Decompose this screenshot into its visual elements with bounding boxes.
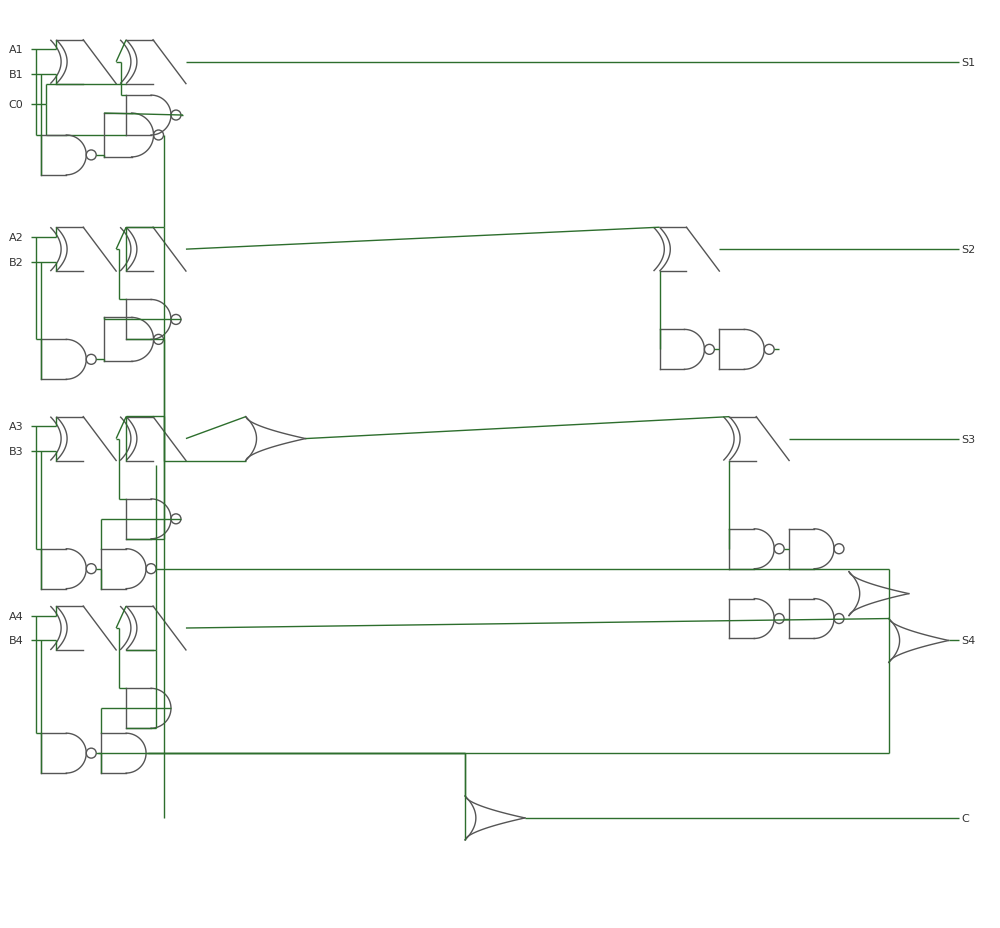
Text: S2: S2 [962, 245, 976, 255]
Text: S1: S1 [962, 58, 976, 68]
Text: A2: A2 [9, 232, 23, 242]
Text: S4: S4 [962, 636, 976, 646]
Text: B2: B2 [9, 257, 23, 267]
Text: B1: B1 [9, 71, 23, 80]
Text: A1: A1 [9, 45, 23, 55]
Text: B4: B4 [9, 636, 23, 646]
Text: C0: C0 [9, 100, 23, 110]
Text: B3: B3 [9, 446, 23, 457]
Text: S3: S3 [962, 434, 976, 445]
Text: A4: A4 [9, 611, 23, 621]
Text: C: C [962, 813, 969, 823]
Text: A3: A3 [9, 421, 23, 432]
